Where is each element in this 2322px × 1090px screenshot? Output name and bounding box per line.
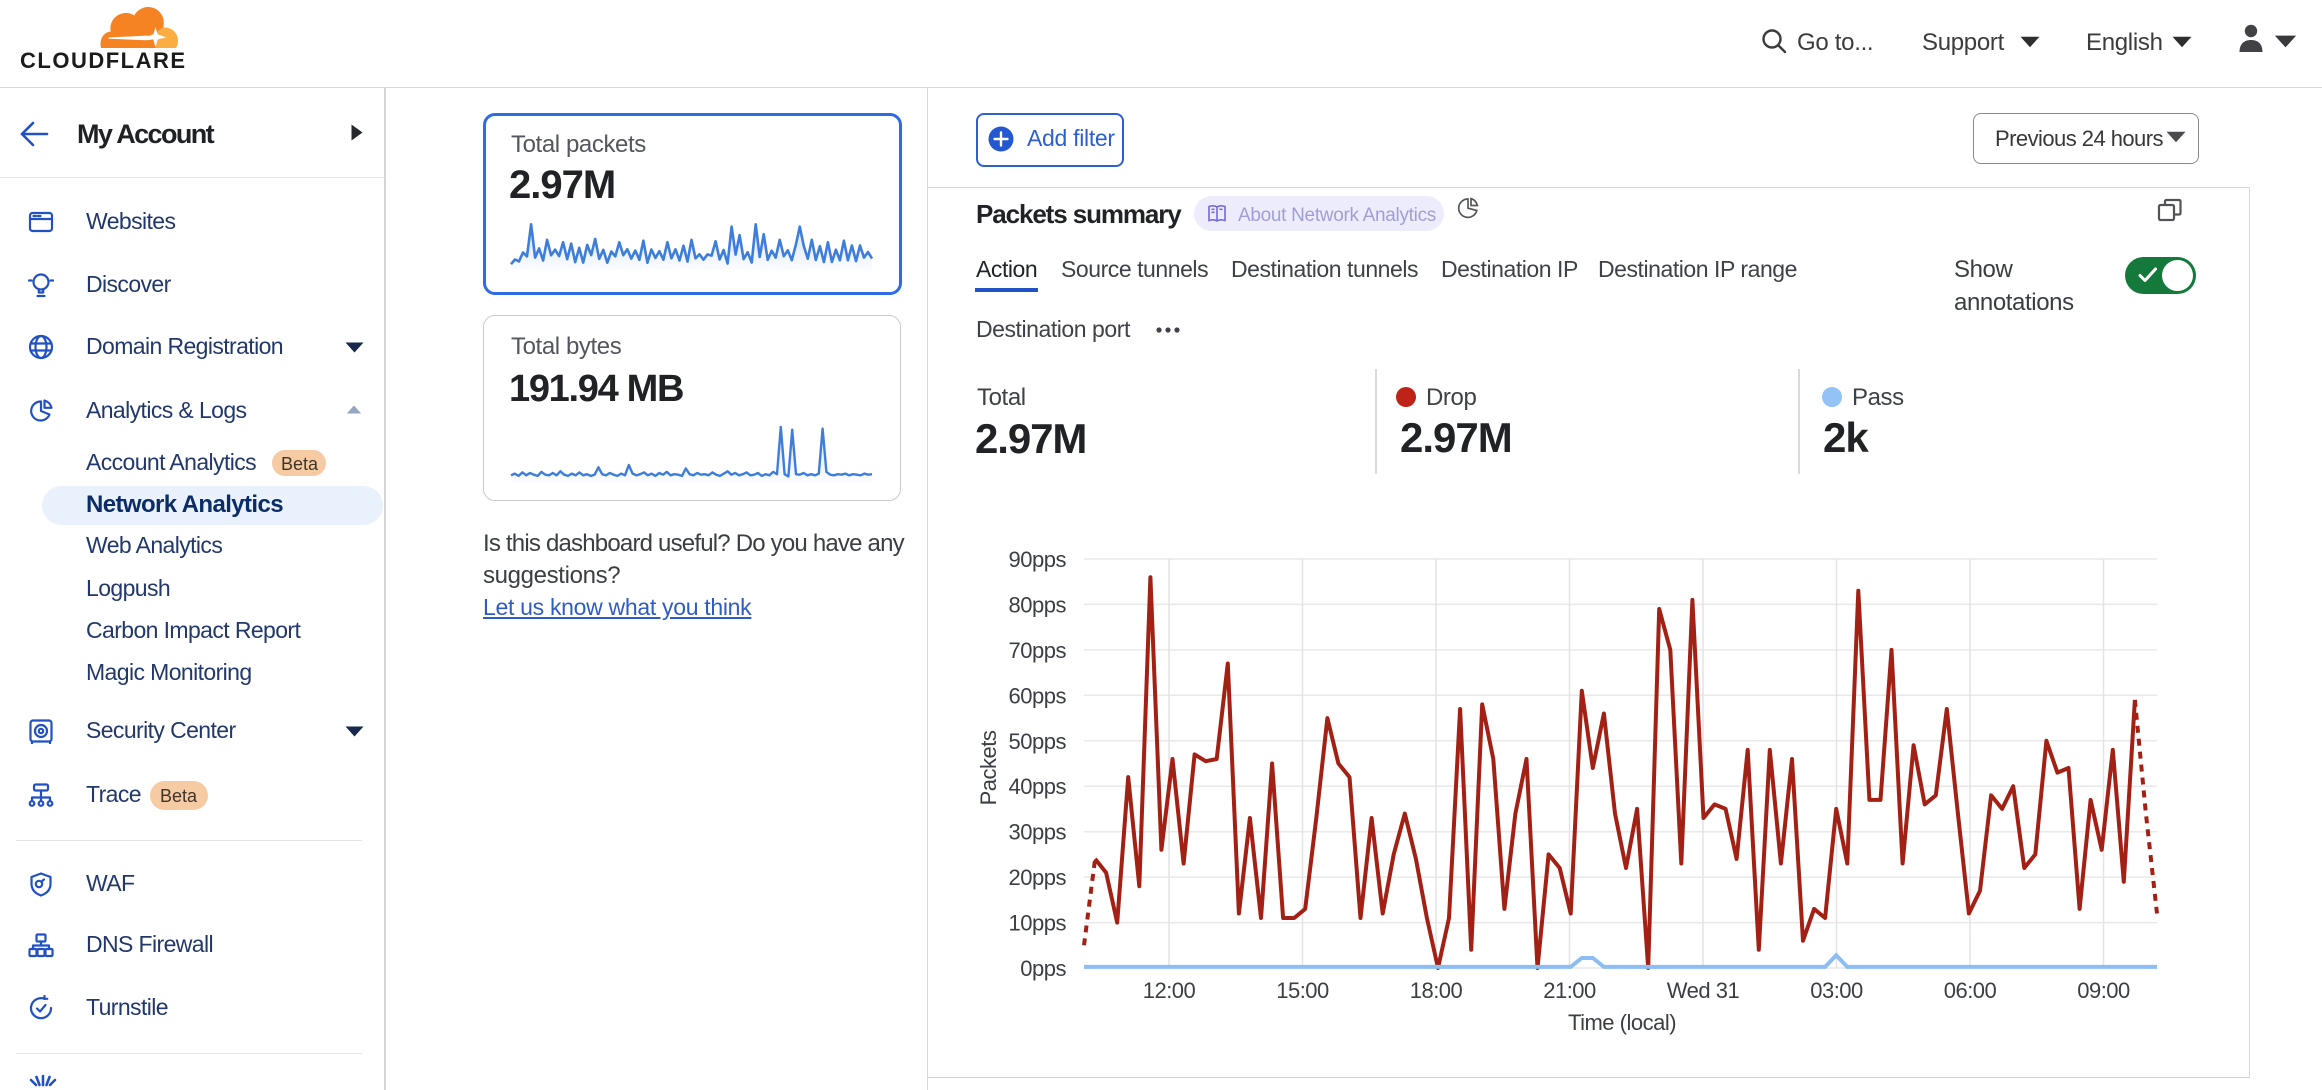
- svg-text:12:00: 12:00: [1143, 978, 1196, 1003]
- svg-text:18:00: 18:00: [1410, 978, 1463, 1003]
- svg-text:03:00: 03:00: [1810, 978, 1863, 1003]
- svg-text:20pps: 20pps: [1009, 865, 1067, 890]
- svg-text:10pps: 10pps: [1009, 911, 1067, 936]
- svg-text:90pps: 90pps: [1009, 547, 1067, 572]
- svg-text:06:00: 06:00: [1944, 978, 1997, 1003]
- svg-text:0pps: 0pps: [1020, 956, 1066, 981]
- svg-text:Packets: Packets: [976, 730, 1001, 805]
- svg-text:30pps: 30pps: [1009, 820, 1067, 845]
- svg-text:60pps: 60pps: [1009, 683, 1067, 708]
- svg-text:80pps: 80pps: [1009, 592, 1067, 617]
- svg-text:40pps: 40pps: [1009, 774, 1067, 799]
- svg-text:Wed 31: Wed 31: [1667, 978, 1740, 1003]
- svg-text:09:00: 09:00: [2077, 978, 2130, 1003]
- svg-text:Time (local): Time (local): [1568, 1010, 1676, 1035]
- svg-text:15:00: 15:00: [1276, 978, 1329, 1003]
- svg-text:70pps: 70pps: [1009, 638, 1067, 663]
- svg-text:50pps: 50pps: [1009, 729, 1067, 754]
- svg-text:21:00: 21:00: [1543, 978, 1596, 1003]
